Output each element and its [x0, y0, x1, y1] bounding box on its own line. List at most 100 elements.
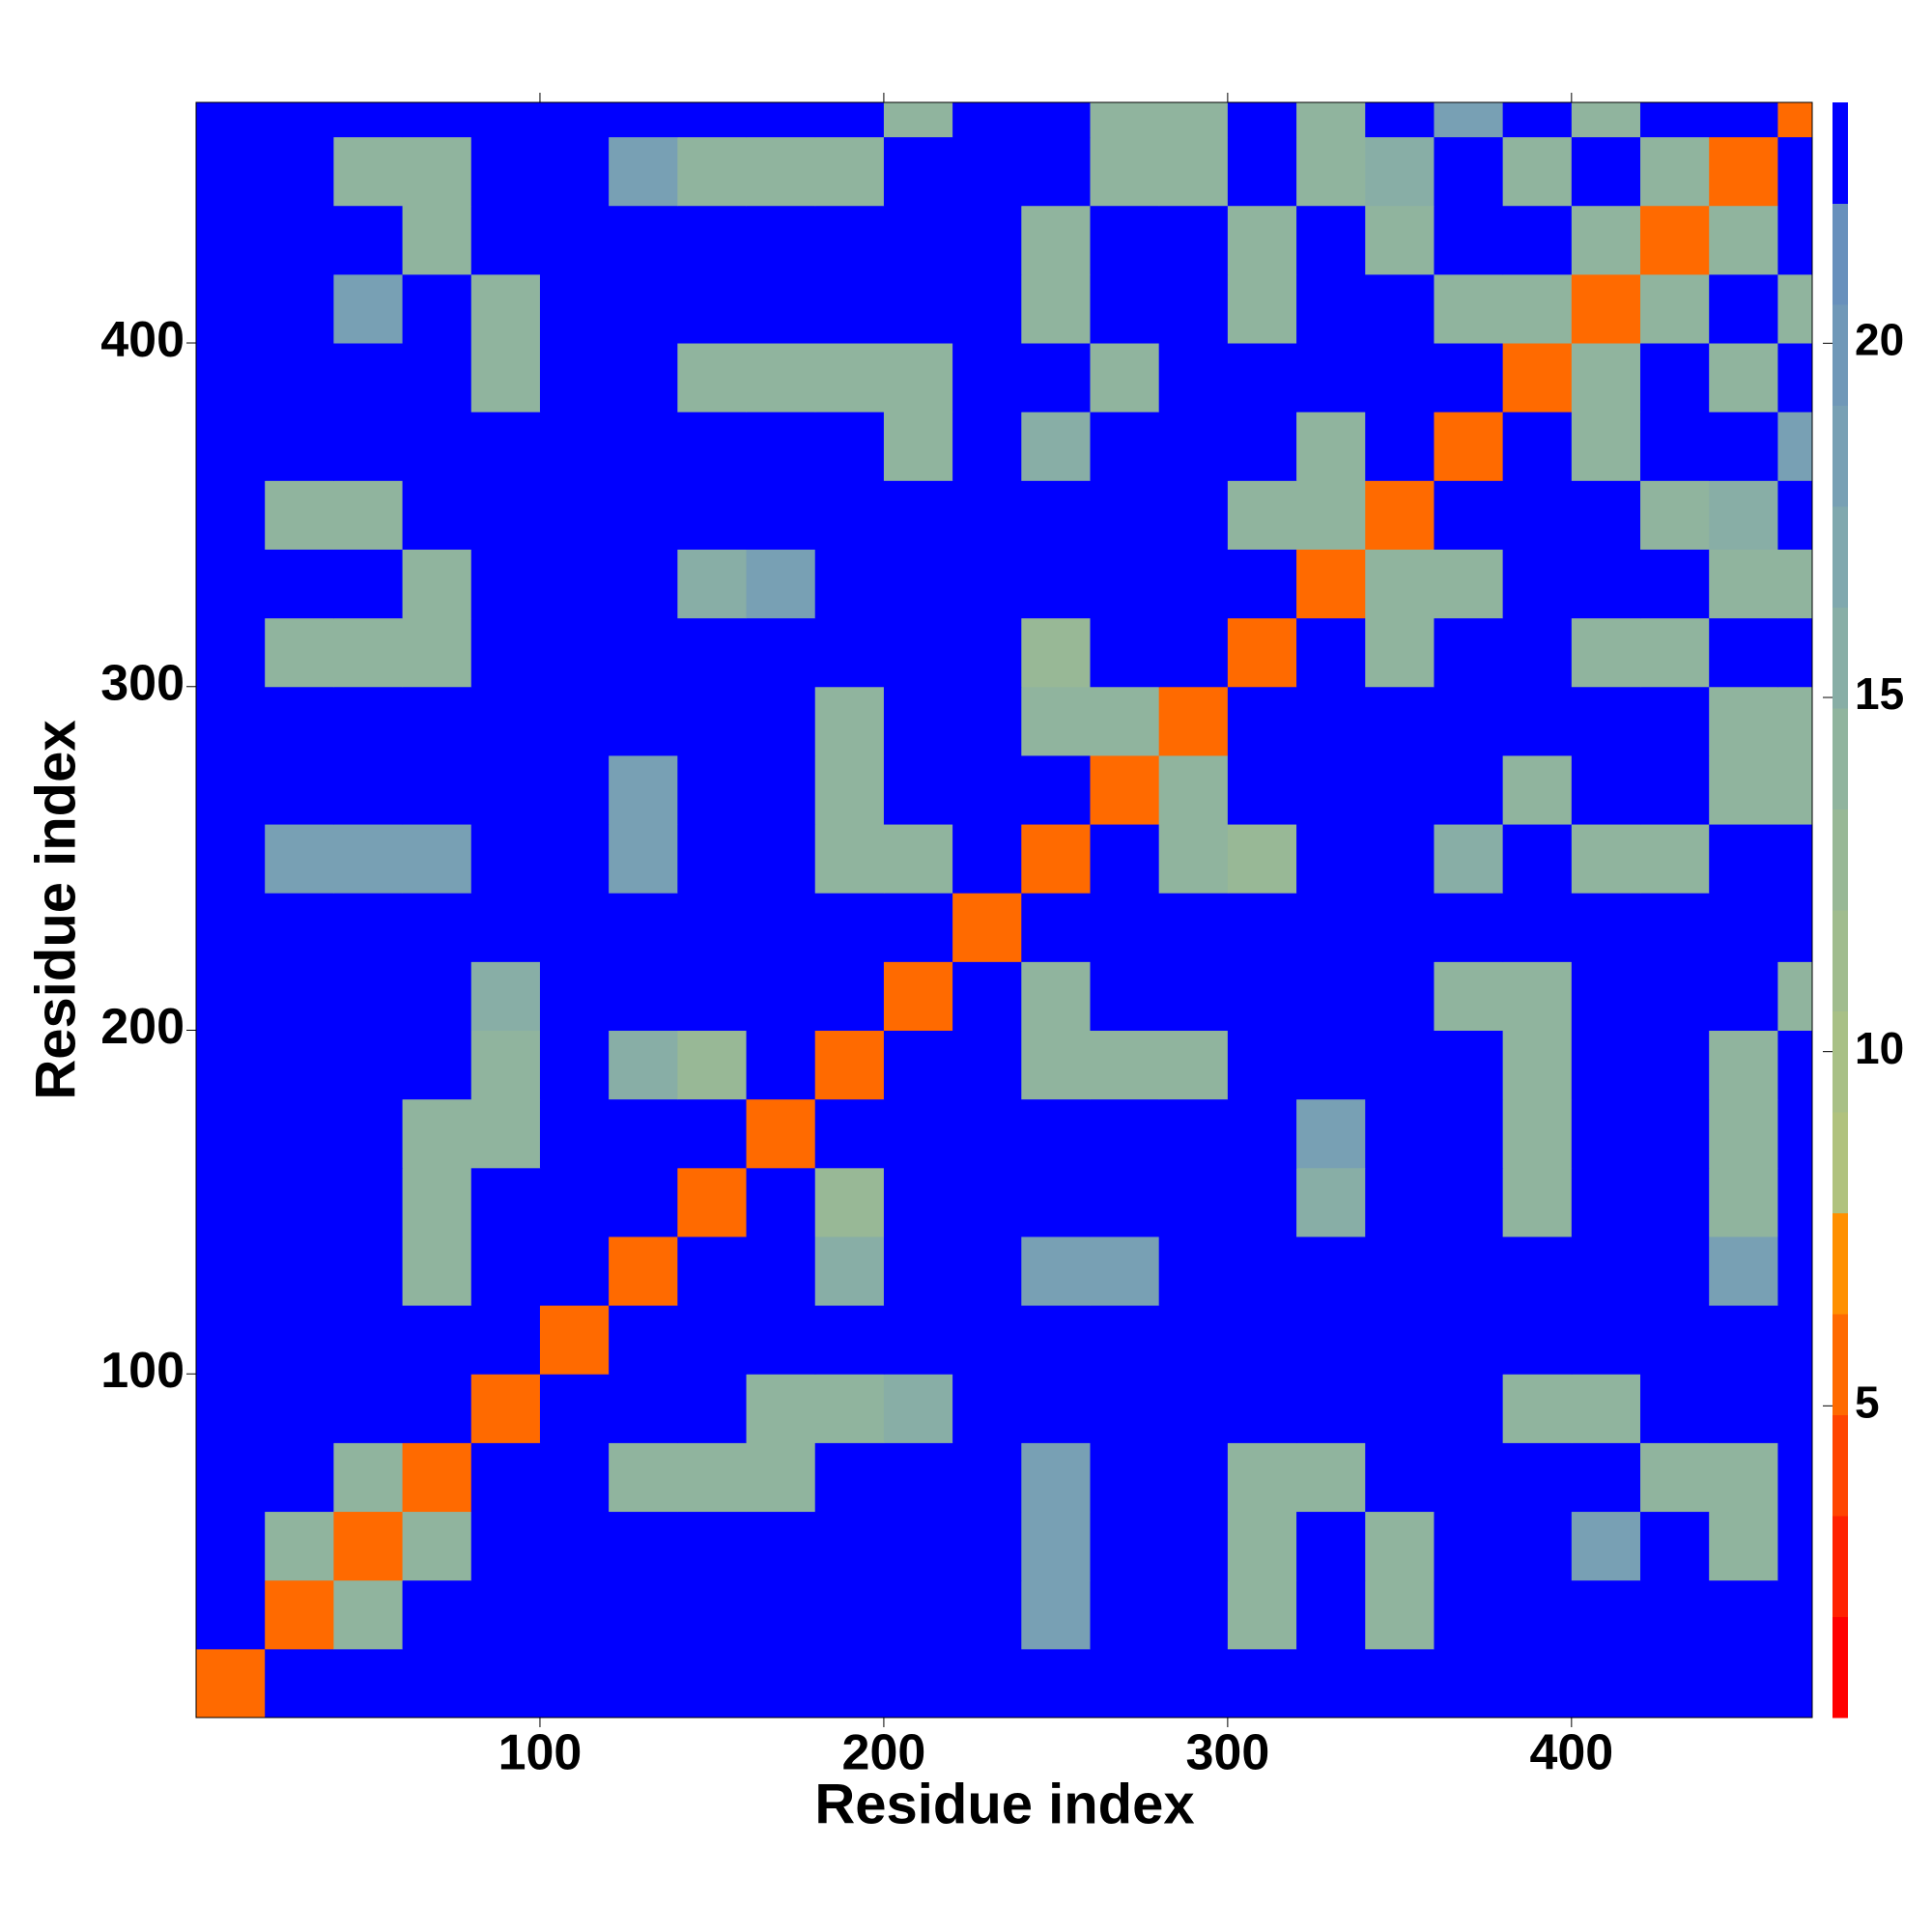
heatmap-cell	[1434, 480, 1504, 550]
heatmap-cell	[883, 480, 953, 550]
heatmap-cell	[1090, 1305, 1160, 1375]
heatmap-cell	[1158, 549, 1229, 619]
heatmap-cell	[470, 205, 541, 275]
heatmap-cell	[1640, 754, 1710, 825]
heatmap-cell	[470, 549, 541, 619]
heatmap-cell	[746, 1098, 816, 1169]
heatmap-cell	[1640, 1236, 1710, 1306]
heatmap-cell	[677, 961, 748, 1032]
heatmap-cell	[402, 1305, 472, 1375]
heatmap-cell	[265, 1098, 334, 1169]
heatmap-cell	[1365, 136, 1435, 207]
heatmap-cell	[1158, 1374, 1229, 1443]
heatmap-cell	[196, 824, 266, 894]
heatmap-cell	[402, 205, 472, 275]
heatmap-cell	[677, 617, 748, 688]
heatmap-cell	[883, 102, 953, 138]
heatmap-cell	[1571, 102, 1641, 138]
heatmap-cell	[402, 136, 472, 207]
heatmap-cell	[1158, 617, 1229, 688]
x-tick-label: 100	[498, 1725, 582, 1781]
heatmap-cell	[746, 136, 816, 207]
heatmap-cell	[333, 273, 404, 344]
heatmap-cell	[1365, 893, 1435, 962]
heatmap-cell	[470, 686, 541, 756]
heatmap-cell	[539, 1030, 610, 1100]
heatmap-cell	[1365, 617, 1435, 688]
y-tick-label: 200	[100, 999, 185, 1055]
heatmap-cell	[1227, 754, 1297, 825]
heatmap-cell	[265, 412, 334, 481]
heatmap-cell	[1227, 412, 1297, 481]
heatmap-cell	[470, 961, 541, 1032]
heatmap-cell	[1640, 1167, 1710, 1237]
heatmap-cell	[333, 205, 404, 275]
heatmap-cell	[746, 273, 816, 344]
heatmap-cell	[1777, 1579, 1813, 1650]
heatmap-cell	[952, 412, 1022, 481]
heatmap-cell	[402, 1030, 472, 1100]
heatmap-cell	[1158, 480, 1229, 550]
heatmap-cell	[746, 961, 816, 1032]
colorbar-tick-label: 20	[1855, 314, 1904, 364]
heatmap-cell	[1227, 1579, 1297, 1650]
heatmap-cell	[1434, 893, 1504, 962]
colorbar-band	[1833, 1112, 1848, 1213]
heatmap-cell	[814, 343, 885, 412]
heatmap-cell	[1777, 549, 1813, 619]
heatmap-cell	[402, 1236, 472, 1306]
heatmap-cell	[609, 754, 678, 825]
colorbar-band	[1833, 203, 1848, 305]
heatmap-cell	[814, 412, 885, 481]
heatmap-cell	[196, 343, 266, 412]
heatmap-cell	[1777, 961, 1813, 1032]
heatmap-cell	[883, 1511, 953, 1581]
colorbar-tick-label: 5	[1855, 1377, 1880, 1427]
x-tick-label: 300	[1185, 1725, 1269, 1781]
heatmap-cell	[814, 102, 885, 138]
heatmap-cell	[609, 102, 678, 138]
heatmap-cell	[1021, 1511, 1091, 1581]
plot-frame	[195, 101, 1813, 1719]
heatmap-cell	[746, 1236, 816, 1306]
heatmap-cell	[1021, 1579, 1091, 1650]
heatmap-cell	[609, 1098, 678, 1169]
heatmap-cell	[677, 1648, 748, 1719]
heatmap-cell	[1502, 480, 1573, 550]
heatmap-cell	[333, 824, 404, 894]
heatmap-cell	[1777, 1098, 1813, 1169]
heatmap-cell	[1296, 1442, 1366, 1513]
heatmap-cell	[1021, 617, 1091, 688]
heatmap-cell	[1296, 893, 1366, 962]
heatmap-cell	[1709, 686, 1778, 756]
y-tick-label: 100	[100, 1343, 185, 1399]
heatmap-cell	[883, 1579, 953, 1650]
heatmap-cell	[1709, 754, 1778, 825]
heatmap-cell	[1640, 549, 1710, 619]
heatmap-cell	[1296, 617, 1366, 688]
heatmap-cell	[609, 961, 678, 1032]
heatmap-cell	[1434, 824, 1504, 894]
heatmap-cell	[333, 1511, 404, 1581]
heatmap-cell	[746, 1374, 816, 1443]
heatmap-cell	[1365, 205, 1435, 275]
heatmap-cell	[470, 102, 541, 138]
heatmap-cell	[1021, 1167, 1091, 1237]
heatmap-cell	[1434, 412, 1504, 481]
heatmap-cell	[1502, 686, 1573, 756]
heatmap-cell	[1777, 136, 1813, 207]
heatmap-cell	[1777, 343, 1813, 412]
heatmap-cell	[952, 1511, 1022, 1581]
heatmap-cell	[1777, 1167, 1813, 1237]
heatmap-cell	[1158, 824, 1229, 894]
heatmap-cell	[265, 1442, 334, 1513]
heatmap-cell	[677, 273, 748, 344]
heatmap-cell	[1709, 893, 1778, 962]
heatmap-cell	[265, 1236, 334, 1306]
heatmap-cell	[952, 1579, 1022, 1650]
heatmap-cell	[1434, 549, 1504, 619]
heatmap-cell	[539, 1236, 610, 1306]
heatmap-cell	[677, 1098, 748, 1169]
heatmap-cell	[1709, 1305, 1778, 1375]
heatmap-cell	[952, 549, 1022, 619]
